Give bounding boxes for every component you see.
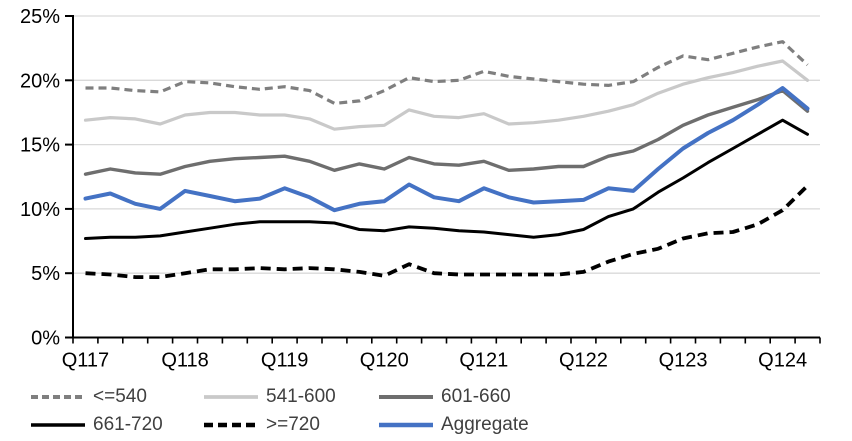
- x-tick-label: Q119: [261, 350, 308, 372]
- y-tick-label: 20%: [20, 70, 60, 92]
- y-tick-label: 15%: [20, 135, 60, 157]
- chart-legend: <=540 541-600 601-660 661-720 >=720 Aggr…: [30, 385, 628, 437]
- legend-item-601-660: 601-660: [378, 385, 628, 409]
- legend-line-swatch: [379, 395, 433, 399]
- x-tick-label: Q118: [161, 350, 208, 372]
- x-tick-label: Q120: [360, 350, 409, 372]
- legend-line-swatch: [204, 395, 258, 399]
- y-tick-label: 5%: [31, 263, 60, 285]
- x-tick-label: Q124: [758, 350, 807, 372]
- series-line-2-601660: [83, 88, 810, 176]
- legend-label: 601-660: [441, 386, 511, 407]
- legend-item-541-600: 541-600: [203, 385, 378, 409]
- series-line-0-540: [85, 40, 809, 106]
- legend-line-swatch: [379, 422, 433, 428]
- legend-item-ge-720: >=720: [203, 413, 378, 437]
- legend-item-661-720: 661-720: [30, 413, 203, 437]
- x-tick-label: Q122: [559, 350, 608, 372]
- x-tick-label: Q121: [459, 350, 508, 372]
- legend-label: <=540: [93, 386, 147, 407]
- series-line-3-661720: [84, 118, 809, 240]
- x-tick-label: Q117: [62, 350, 109, 372]
- series-line-4-720: [85, 184, 809, 280]
- series-line-5-Aggregate: [83, 86, 810, 213]
- y-tick-label: 10%: [20, 199, 60, 221]
- x-tick-label: Q123: [659, 350, 708, 372]
- legend-label: 661-720: [93, 414, 163, 435]
- y-tick-label: 0%: [31, 328, 60, 350]
- legend-item-aggregate: Aggregate: [378, 413, 628, 437]
- legend-line-swatch: [204, 422, 258, 428]
- legend-line-swatch: [31, 395, 85, 399]
- legend-label: Aggregate: [441, 414, 529, 435]
- legend-label: 541-600: [266, 386, 336, 407]
- legend-item-le-540: <=540: [30, 385, 203, 409]
- y-tick-label: 25%: [20, 6, 60, 28]
- series-line-1-541600: [83, 59, 810, 131]
- legend-label: >=720: [266, 414, 320, 435]
- legend-line-swatch: [31, 423, 85, 427]
